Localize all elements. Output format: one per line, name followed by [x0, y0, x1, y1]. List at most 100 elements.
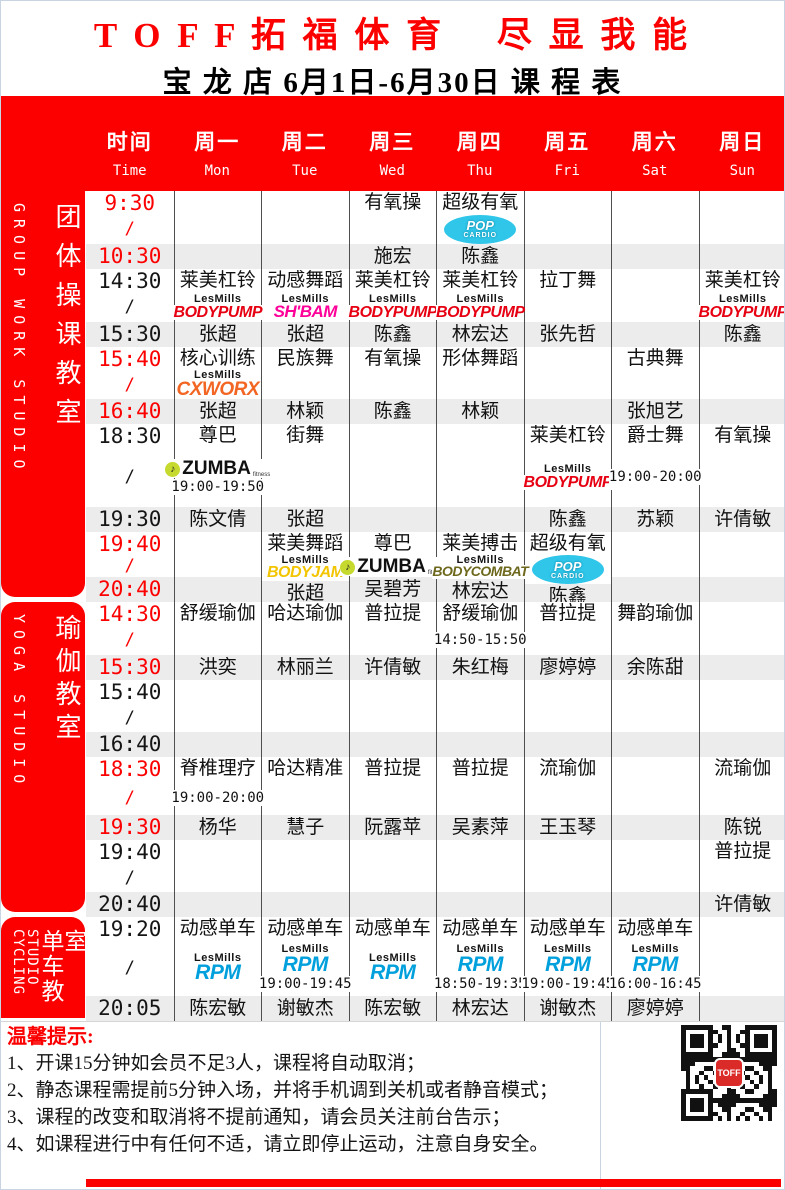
- qr-module: [740, 1029, 745, 1035]
- time-end: 20:40: [86, 577, 174, 602]
- empty-cell: [348, 840, 436, 917]
- qr-module: [699, 1089, 704, 1094]
- qr-module: [694, 1111, 700, 1117]
- qr-module: [717, 1025, 723, 1030]
- class-name: 动感舞蹈: [267, 270, 344, 291]
- rpm-wordmark: RPM: [545, 952, 591, 976]
- qr-module: [754, 1066, 759, 1071]
- qr-module: [685, 1102, 691, 1108]
- class-cell: 莱美杠铃 LesMills BODYPUMP 陈鑫: [348, 269, 437, 347]
- rpm-logo: LesMills RPM: [194, 952, 241, 983]
- qr-module: [758, 1052, 764, 1057]
- studio-name-en: CYCLING STUDIO: [10, 929, 40, 996]
- time-cell: 19:40 / 20:40: [86, 840, 174, 917]
- class-detail: [262, 863, 349, 892]
- qr-module: [708, 1052, 713, 1057]
- studio-section: CYCLING STUDIO 单车教室 19:20/20:05 动感单车 LesMill…: [1, 917, 784, 1021]
- class-name: 有氧操: [714, 425, 772, 446]
- header-col-sat: 周六 Sat: [611, 96, 699, 191]
- qr-module: [685, 1057, 691, 1062]
- qr-module: [754, 1057, 759, 1062]
- qr-module: [685, 1093, 691, 1099]
- qr-module: [735, 1052, 741, 1057]
- qr-module: [749, 1070, 755, 1076]
- class-name: [612, 269, 699, 292]
- empty-cell: [173, 680, 261, 757]
- qr-module: [767, 1029, 773, 1035]
- qr-module: [758, 1102, 764, 1108]
- class-detail: [525, 292, 612, 322]
- time-cell: 18:30 / 19:30: [86, 757, 174, 840]
- class-cell: 拉丁舞 张先哲: [523, 269, 612, 347]
- qr-module: [690, 1102, 695, 1108]
- qr-module: [722, 1038, 727, 1044]
- bodypump-logo: LesMills BODYPUMP: [348, 293, 437, 320]
- qr-module: [763, 1111, 768, 1117]
- qr-module: [740, 1093, 745, 1099]
- qr-module: [694, 1098, 700, 1103]
- class-detail: [350, 370, 437, 399]
- instructor-name: 张超: [174, 399, 261, 424]
- popcardio-top-label: POP: [554, 558, 582, 574]
- class-detail: [262, 447, 349, 507]
- qr-module: [717, 1047, 723, 1053]
- qr-module: [703, 1075, 709, 1080]
- qr-module: [690, 1038, 695, 1044]
- qr-module: [731, 1052, 736, 1057]
- schedule-row: 19:40 / 20:40 普拉提 许倩敏: [86, 840, 784, 917]
- qr-module: [694, 1102, 700, 1108]
- note-item: 1、开课15分钟如会员不足3人，课程将自动取消；: [7, 1053, 426, 1074]
- day-label-en: Thu: [467, 163, 493, 179]
- class-time-range: 16:00-16:45: [608, 975, 702, 992]
- lesmills-wordmark: LesMills: [281, 554, 329, 566]
- instructor-name: 陈宏敏: [174, 996, 261, 1021]
- qr-module: [767, 1066, 773, 1071]
- header-col-sun: 周日 Sun: [699, 96, 785, 191]
- class-detail: [437, 703, 524, 732]
- instructor-name: [437, 892, 524, 917]
- class-detail: LesMills CXWORX: [175, 370, 262, 399]
- qr-module: [690, 1043, 695, 1048]
- class-name: [612, 840, 699, 863]
- qr-module: [740, 1116, 745, 1121]
- class-name: [700, 191, 785, 214]
- class-cell: 普拉提 廖婷婷: [523, 602, 611, 680]
- instructor-name: 林宏达: [437, 322, 524, 347]
- class-cell: 莱美杠铃 LesMills BODYPUMP 陈鑫: [698, 269, 784, 347]
- qr-module: [694, 1038, 700, 1044]
- class-cell: 动感单车 LesMills RPM 陈宏敏: [173, 917, 261, 1021]
- qr-module: [731, 1102, 736, 1108]
- qr-module: [713, 1107, 718, 1112]
- qr-module: [772, 1111, 777, 1117]
- qr-module: [708, 1079, 713, 1085]
- class-detail: [612, 370, 699, 399]
- empty-cell: [611, 269, 699, 347]
- qr-module: [708, 1034, 713, 1039]
- qr-module: [713, 1102, 718, 1108]
- qr-module: [726, 1038, 732, 1044]
- qr-module: [767, 1089, 773, 1094]
- class-detail: [437, 447, 524, 507]
- class-name: 流瑜伽: [539, 758, 597, 779]
- qr-module: [722, 1102, 727, 1108]
- qr-module: [690, 1025, 695, 1030]
- qr-module: [749, 1047, 755, 1053]
- qr-module: [758, 1043, 764, 1048]
- class-detail: [612, 863, 699, 892]
- class-cell: 动感单车 LesMills RPM 18:50-19:35 林宏达: [433, 917, 527, 1021]
- qr-module: [703, 1111, 709, 1117]
- studio-rows: 19:20/20:05 动感单车 LesMills RPM 陈宏敏 动感单车 LesMill…: [86, 917, 784, 1021]
- qr-module: [726, 1034, 732, 1039]
- qr-code: TOFF: [681, 1025, 777, 1121]
- class-detail: [437, 370, 524, 399]
- instructor-name: 许倩敏: [699, 507, 784, 532]
- qr-module: [763, 1038, 768, 1044]
- qr-module: [713, 1098, 718, 1103]
- studio-rows: 9:30/10:30 有氧操 施宏 超级有氧 POP CARDIO 陈鑫 14:30/15:3…: [86, 191, 785, 609]
- class-detail: [262, 214, 349, 244]
- qr-module: [735, 1089, 741, 1094]
- qr-module: [745, 1093, 750, 1099]
- class-name: 超级有氧: [442, 192, 519, 213]
- lesmills-wordmark: LesMills: [281, 943, 329, 956]
- class-detail: [175, 863, 262, 892]
